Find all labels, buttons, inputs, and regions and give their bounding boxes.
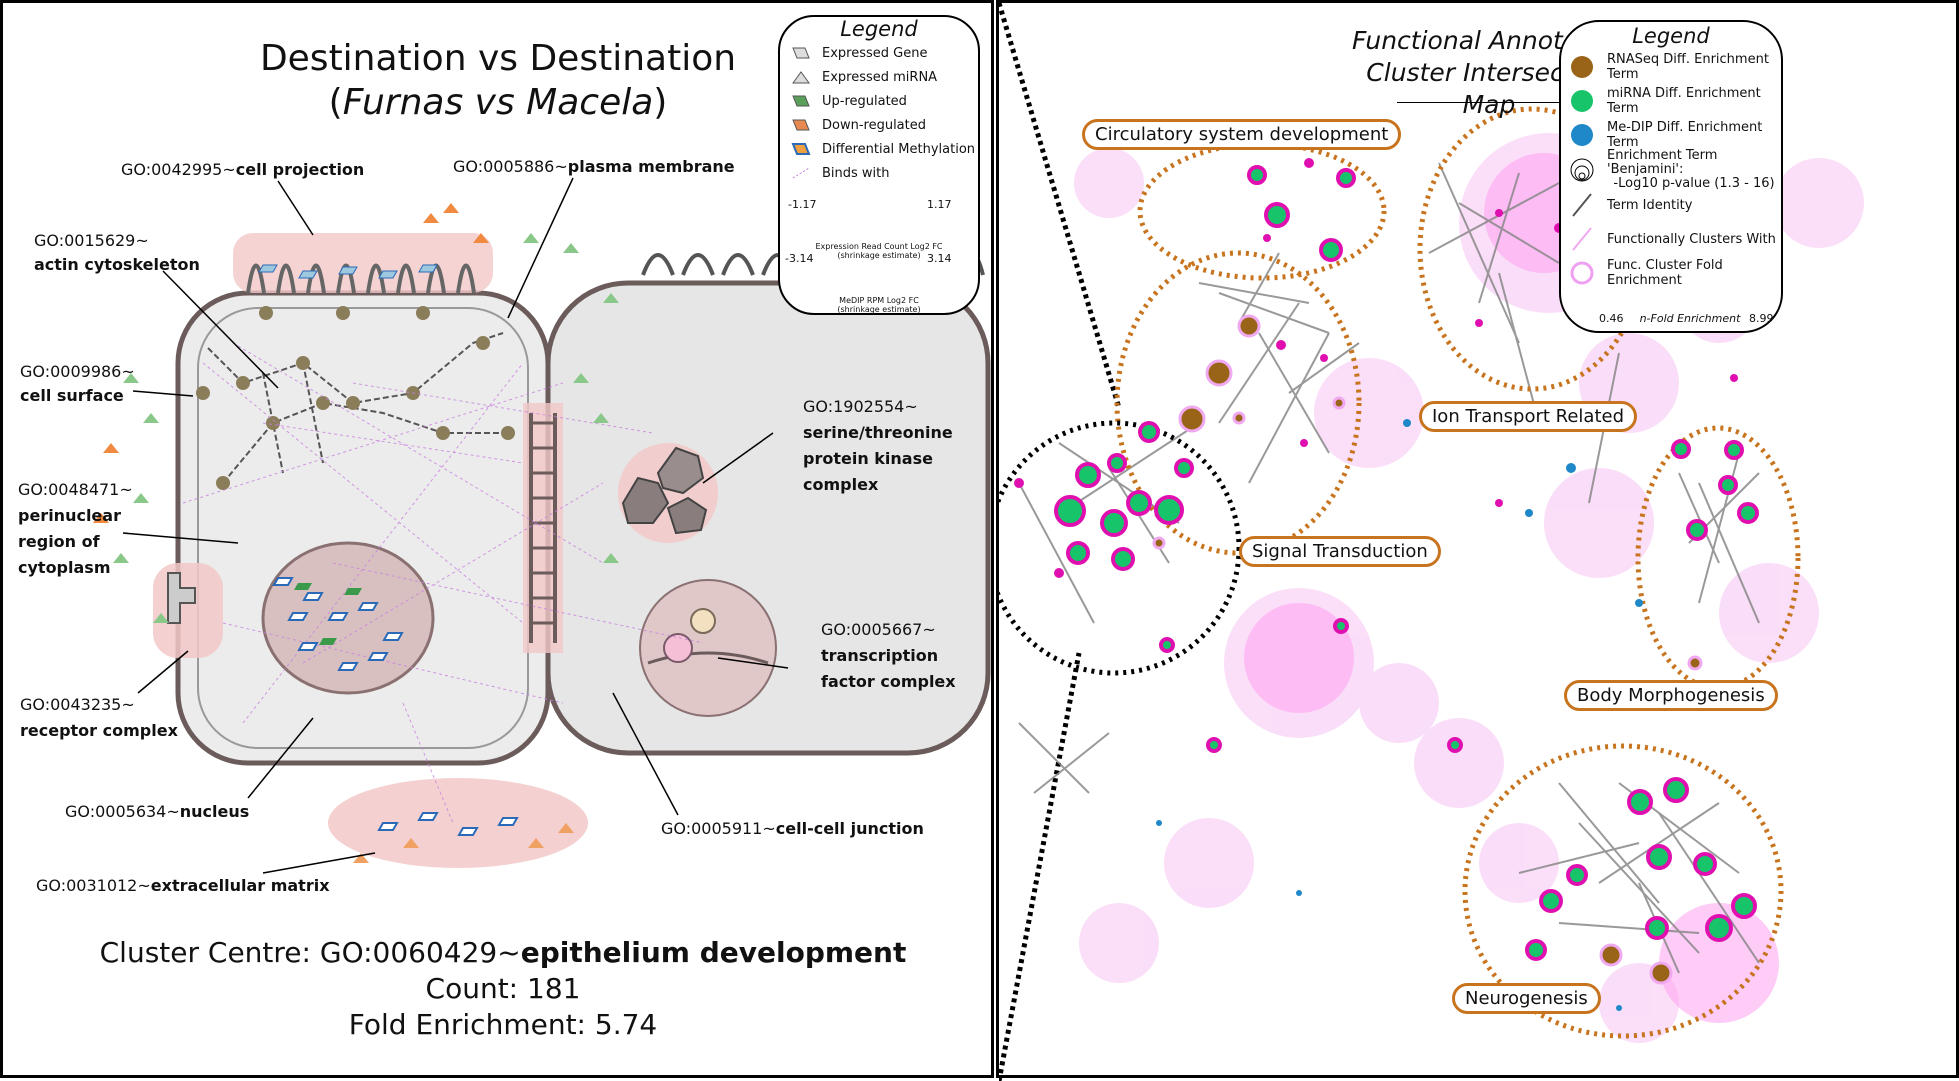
go-label-actin-cytoskeleton: GO:0015629~ actin cytoskeleton (34, 231, 200, 274)
go-label-extracellular-matrix: GO:0031012~extracellular matrix (36, 876, 330, 895)
mirna-nodes (1054, 165, 1759, 961)
cell-projection-highlight (233, 233, 493, 293)
fold-min: 0.46 (1599, 312, 1624, 325)
go-label-receptor-complex: GO:0043235~ receptor complex (20, 695, 178, 740)
zoom-line-bottom (999, 652, 1082, 1081)
legend-binds-with: Binds with (790, 161, 978, 185)
title-underline (1397, 102, 1573, 103)
nucleus (261, 541, 435, 695)
fold-ring-icon (1569, 260, 1595, 286)
pvalue-size-icon (1569, 157, 1595, 183)
expr-caption: Expression Read Count Log2 FC (shrinkage … (815, 242, 943, 260)
cluster-tag-circulatory: Circulatory system development (1082, 119, 1402, 150)
rnaseq-node-icon (1569, 54, 1595, 80)
left-panel: Destination vs Destination (Furnas vs Ma… (0, 0, 994, 1078)
cluster-line-icon (1569, 226, 1595, 252)
mirna-node-icon (1569, 88, 1595, 114)
left-legend-title: Legend (840, 17, 918, 41)
legend-medip: Me-DIP Diff. Enrichment Term (1569, 118, 1781, 152)
binding-lines (182, 342, 704, 824)
mirna-icon (790, 68, 812, 86)
title-line2: (Furnas vs Macela) (328, 82, 668, 123)
fold-label: n-Fold Enrichment (1639, 312, 1741, 325)
legend-fold-enrichment: Func. Cluster Fold Enrichment (1569, 256, 1781, 290)
go-label-perinuclear: GO:0048471~ perinuclear region of cytoplasm (18, 480, 133, 577)
cell-diagram (93, 177, 991, 874)
medip-caption: MeDIP RPM Log2 FC (shrinkage estimate) (837, 296, 921, 314)
go-label-kinase-complex: GO:1902554~ serine/threonine protein kinas… (803, 397, 953, 494)
gene-icon (790, 44, 812, 62)
methylation-icon (790, 140, 812, 158)
legend-down-regulated: Down-regulated (790, 113, 978, 137)
title-line1: Destination vs Destination (259, 38, 737, 79)
extracellular-matrix (328, 778, 588, 868)
legend-methylation: Differential Methylation (790, 137, 978, 161)
binds-icon (790, 164, 812, 182)
cluster-tag-body-morphogenesis: Body Morphogenesis (1564, 680, 1778, 711)
legend-rnaseq: RNASeq Diff. Enrichment Term (1569, 50, 1781, 84)
legend-functional-cluster: Functionally Clusters With (1569, 222, 1781, 256)
term-line-icon (1569, 192, 1595, 218)
expr-min: -1.17 (788, 198, 817, 211)
legend-term-identity: Term Identity (1569, 188, 1781, 222)
legend-mirna: miRNA Diff. Enrichment Term (1569, 84, 1781, 118)
cluster-centre: Cluster Centre: GO:0060429~epithelium de… (99, 936, 907, 969)
cluster-count: Count: 181 (425, 972, 581, 1005)
gene-markers (93, 203, 619, 863)
medip-nodes (1156, 419, 1643, 1011)
go-label-tf-complex: GO:0005667~ transcription factor complex (821, 620, 956, 691)
go-label-cell-cell-junction: GO:0005911~cell-cell junction (661, 819, 924, 838)
medip-min: -3.14 (785, 252, 814, 265)
diagram-title: Destination vs Destination (Furnas vs Ma… (148, 37, 848, 125)
tf-protein-icon (663, 633, 693, 663)
go-label-nucleus: GO:0005634~nucleus (65, 802, 250, 821)
actin-nodes (196, 306, 515, 490)
legend-expressed-mirna: Expressed miRNA (790, 65, 978, 89)
medip-max: 3.14 (927, 252, 952, 265)
legend-up-regulated: Up-regulated (790, 89, 978, 113)
tf-complex-area (639, 579, 777, 717)
label-pointers (122, 177, 789, 874)
medip-node-icon (1569, 122, 1595, 148)
go-label-plasma-membrane: GO:0005886~plasma membrane (453, 157, 735, 176)
left-legend: Legend Expressed Gene Expressed miRNA Up… (778, 15, 980, 315)
cluster-tag-signal-transduction: Signal Transduction (1239, 536, 1441, 567)
receptor-icon (167, 572, 196, 624)
rnaseq-nodes (1152, 314, 1703, 985)
kinase-protein-icon (621, 476, 670, 524)
legend-expressed-gene: Expressed Gene (790, 41, 978, 65)
go-label-cell-projection: GO:0042995~cell projection (121, 160, 365, 179)
cluster-tag-neurogenesis: Neurogenesis (1452, 983, 1601, 1014)
go-label-cell-surface: GO:0009986~ cell surface (20, 362, 135, 405)
fold-enrichment: Fold Enrichment: 5.74 (348, 1008, 658, 1041)
right-legend: Legend RNASeq Diff. Enrichment Term miRN… (1559, 20, 1783, 333)
cluster-map (999, 3, 1864, 1081)
expr-max: 1.17 (927, 198, 952, 211)
right-panel: Functional Annotation Cluster Intersecti… (996, 0, 1959, 1081)
up-icon (790, 92, 812, 110)
legend-pvalue: Enrichment Term 'Benjamini': -Log10 p-val… (1569, 149, 1781, 191)
tf-protein-icon-2 (690, 608, 716, 634)
zoom-line-top (999, 3, 1122, 409)
right-legend-title: Legend (1632, 24, 1710, 48)
down-icon (790, 116, 812, 134)
fold-max: 8.99 (1749, 312, 1774, 325)
cluster-tag-ion-transport: Ion Transport Related (1419, 401, 1637, 432)
